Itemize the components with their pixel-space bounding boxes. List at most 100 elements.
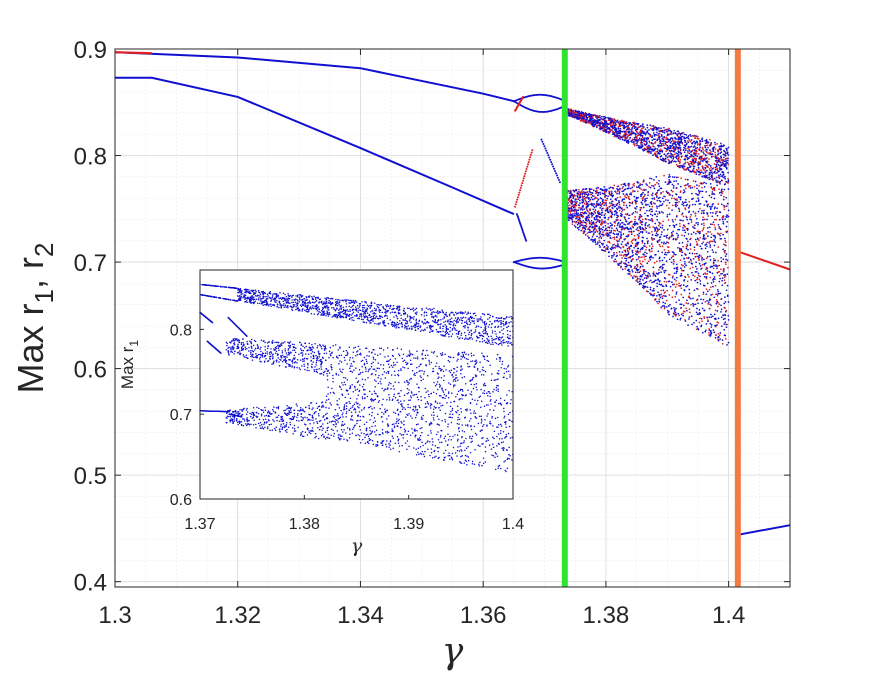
data-point [693, 275, 696, 278]
data-point [717, 321, 720, 324]
data-point [647, 240, 649, 242]
data-point [718, 177, 721, 180]
data-point [607, 117, 610, 120]
data-point [709, 231, 712, 233]
data-point [585, 212, 588, 215]
data-point [600, 221, 603, 223]
data-point [696, 278, 698, 281]
data-point [687, 207, 690, 209]
data-point [668, 224, 671, 227]
data-point [618, 121, 621, 124]
data-point [633, 238, 635, 240]
data-point [714, 317, 717, 320]
data-point [727, 301, 730, 303]
data-point [727, 314, 730, 317]
data-point [640, 139, 643, 142]
data-point [650, 136, 653, 139]
data-point [597, 241, 599, 243]
data-point [676, 201, 678, 204]
data-point [704, 329, 707, 332]
data-point [644, 255, 647, 258]
data-point [669, 155, 672, 158]
data-point [636, 223, 639, 225]
data-point [641, 220, 643, 223]
data-point [684, 145, 687, 147]
data-point [701, 302, 704, 305]
data-point [658, 205, 660, 208]
data-point [609, 234, 611, 237]
data-point [656, 139, 659, 141]
data-point [701, 257, 703, 259]
data-point [525, 239, 528, 242]
inset-data-point [376, 323, 378, 325]
data-point [719, 332, 722, 334]
data-point [626, 137, 628, 139]
data-point [604, 117, 606, 120]
data-point [682, 229, 684, 232]
data-point [685, 246, 688, 248]
data-point [646, 237, 648, 240]
data-point [722, 258, 725, 261]
data-point [643, 195, 645, 198]
data-point [665, 204, 668, 207]
data-point [671, 144, 674, 147]
data-point [725, 323, 727, 326]
data-point [719, 277, 721, 280]
data-point [649, 150, 651, 153]
data-point [710, 326, 713, 328]
data-point [573, 205, 576, 208]
data-point [727, 319, 730, 321]
data-point [622, 245, 624, 248]
data-point [677, 228, 679, 231]
data-point [667, 129, 670, 131]
data-point [680, 250, 682, 253]
data-point [595, 205, 598, 207]
data-point [639, 133, 642, 135]
data-point [639, 278, 642, 281]
inset-data-point [296, 304, 299, 307]
data-point [641, 230, 644, 233]
data-point [609, 225, 612, 227]
data-point [619, 138, 621, 140]
data-point [598, 127, 601, 130]
data-point [602, 234, 604, 237]
data-point [593, 124, 596, 127]
data-point [698, 173, 700, 176]
data-point [603, 239, 606, 242]
data-point [643, 132, 646, 135]
data-point [655, 226, 658, 229]
data-point [591, 195, 594, 197]
data-point [657, 250, 660, 253]
data-point [608, 117, 611, 120]
data-point [531, 149, 534, 152]
data-point [655, 205, 658, 208]
data-point [681, 213, 683, 216]
data-point [716, 214, 719, 217]
data-point [687, 163, 690, 165]
data-point [625, 122, 627, 125]
data-point [585, 206, 588, 208]
data-point [647, 151, 650, 154]
data-point [601, 248, 603, 251]
data-point [605, 204, 608, 207]
data-point [644, 245, 646, 247]
data-point [699, 182, 702, 185]
data-point [648, 232, 651, 234]
data-point [588, 114, 591, 117]
data-point [615, 130, 618, 133]
data-point [606, 229, 609, 232]
data-point [676, 152, 679, 155]
data-point [634, 265, 636, 268]
data-point [696, 146, 699, 149]
main-x-axis-label: γ [442, 631, 464, 672]
data-point [720, 304, 722, 307]
data-point [670, 231, 673, 234]
data-point [661, 197, 664, 200]
data-point [706, 282, 709, 285]
data-point [551, 163, 554, 166]
data-point [715, 179, 717, 182]
data-point [608, 206, 611, 208]
data-point [724, 321, 727, 324]
inset-data-point [476, 318, 478, 320]
data-point [682, 132, 685, 134]
